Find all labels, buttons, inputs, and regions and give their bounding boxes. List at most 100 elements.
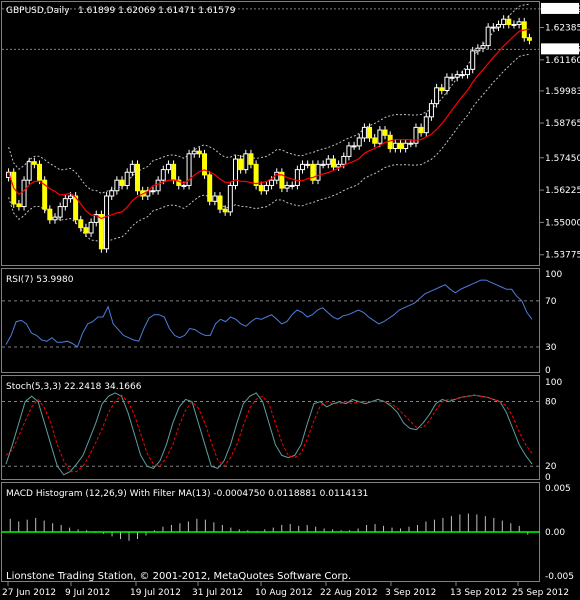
candle-up (434, 87, 440, 105)
candle-up (263, 184, 269, 192)
price-ytick-label: 1.57450 (545, 154, 580, 164)
candle-down (202, 153, 208, 176)
price-ytick-label: 1.56225 (545, 186, 580, 196)
candle-up (269, 179, 275, 186)
candle-up (294, 169, 300, 186)
candle-down (330, 158, 336, 168)
candle-up (336, 163, 342, 168)
candle-up (315, 163, 321, 181)
candle-up (150, 190, 156, 193)
candle-up (351, 145, 357, 148)
candle-up (511, 23, 517, 26)
candle-down (78, 219, 84, 229)
price-panel-frame (1, 1, 540, 266)
macd-ytick-label: -0.005 (545, 572, 574, 582)
candle-down (16, 203, 22, 208)
candle-up (403, 142, 409, 150)
candle-down (253, 163, 259, 186)
stoch-ytick-label: 0 (545, 473, 551, 483)
candle-up (428, 103, 434, 118)
candle-up (165, 163, 171, 171)
macd-layer (2, 513, 540, 541)
macd-title: MACD Histogram (12,26,9) With Filter MA(… (6, 489, 368, 499)
candle-up (501, 18, 507, 25)
rsi-ytick-label: 100 (545, 270, 562, 280)
lower-envelope-line (8, 53, 530, 245)
x-tick-label: 25 Sep 2012 (512, 588, 569, 598)
candle-up (490, 26, 496, 29)
price-ytick-label: 1.58765 (545, 119, 580, 129)
candle-down (207, 174, 213, 202)
candle-up (124, 171, 130, 186)
candle-down (98, 213, 104, 250)
candle-up (67, 195, 73, 200)
candle-up (423, 116, 429, 134)
x-tick-label: 27 Jun 2012 (2, 588, 56, 598)
candle-up (191, 150, 197, 155)
candle-up (62, 198, 68, 208)
upper-envelope-line (8, 3, 530, 194)
candle-down (42, 179, 48, 210)
candle-up (289, 184, 295, 187)
candle-up (485, 26, 491, 47)
x-tick-label: 9 Jul 2012 (65, 588, 110, 598)
candle-up (470, 50, 476, 70)
price-ytick-label: 1.53775 (545, 251, 580, 261)
stoch-title: Stoch(5,3,3) 22.2418 34.1666 (6, 382, 142, 392)
stoch-ytick-label: 80 (545, 398, 557, 408)
ohlc-readout: 1.61899 1.62069 1.61471 1.61579 (78, 6, 236, 16)
candle-up (361, 126, 367, 139)
candle-up (232, 158, 238, 186)
candle-down (367, 126, 373, 139)
candle-up (227, 184, 233, 213)
rsi-title: RSI(7) 53.9980 (6, 275, 74, 285)
candle-up (356, 137, 362, 147)
candle-up (495, 23, 501, 28)
candle-up (444, 76, 450, 91)
candle-up (88, 221, 94, 234)
candle-up (516, 21, 522, 25)
stoch-series-line (5, 392, 533, 476)
x-tick-label: 13 Sep 2012 (450, 588, 507, 598)
candle-down (506, 18, 512, 25)
candle-down (526, 37, 532, 41)
stoch-series-line (5, 394, 533, 473)
candle-down (135, 163, 140, 192)
candle-down (83, 227, 89, 234)
price-ytick-label: 1.59983 (545, 87, 580, 97)
candle-up (109, 190, 115, 197)
candle-up (465, 68, 471, 76)
candle-up (26, 161, 32, 181)
candle-down (176, 179, 182, 186)
high-price-tag (541, 2, 579, 14)
candle-up (459, 74, 465, 77)
candle-down (222, 208, 228, 213)
candle-up (186, 153, 192, 186)
x-tick-label: 19 Jul 2012 (130, 588, 181, 598)
candle-down (382, 129, 388, 136)
candle-down (279, 171, 285, 189)
rsi-ytick-label: 70 (545, 297, 557, 307)
x-tick-label: 10 Aug 2012 (255, 588, 313, 598)
candle-up (6, 171, 12, 179)
candle-down (171, 163, 177, 181)
candle-up (454, 74, 460, 78)
price-ytick-label: 1.62385 (545, 24, 580, 34)
rsi-series-line (5, 279, 533, 348)
candle-up (243, 153, 249, 171)
x-tick-label: 22 Aug 2012 (320, 588, 378, 598)
candle-down (310, 163, 316, 181)
candle-up (104, 195, 110, 250)
price-ytick-label: 1.55000 (545, 218, 580, 228)
candle-down (217, 195, 223, 210)
stoch-ytick-label: 20 (545, 462, 557, 472)
moving-average-line (8, 28, 530, 220)
candle-up (155, 179, 161, 192)
x-tick-label: 31 Jul 2012 (192, 588, 243, 598)
candle-up (346, 145, 352, 157)
candle-up (52, 216, 58, 221)
candle-down (439, 87, 445, 91)
price-ytick-label: 1.63089 (545, 5, 580, 15)
candle-up (341, 155, 347, 165)
